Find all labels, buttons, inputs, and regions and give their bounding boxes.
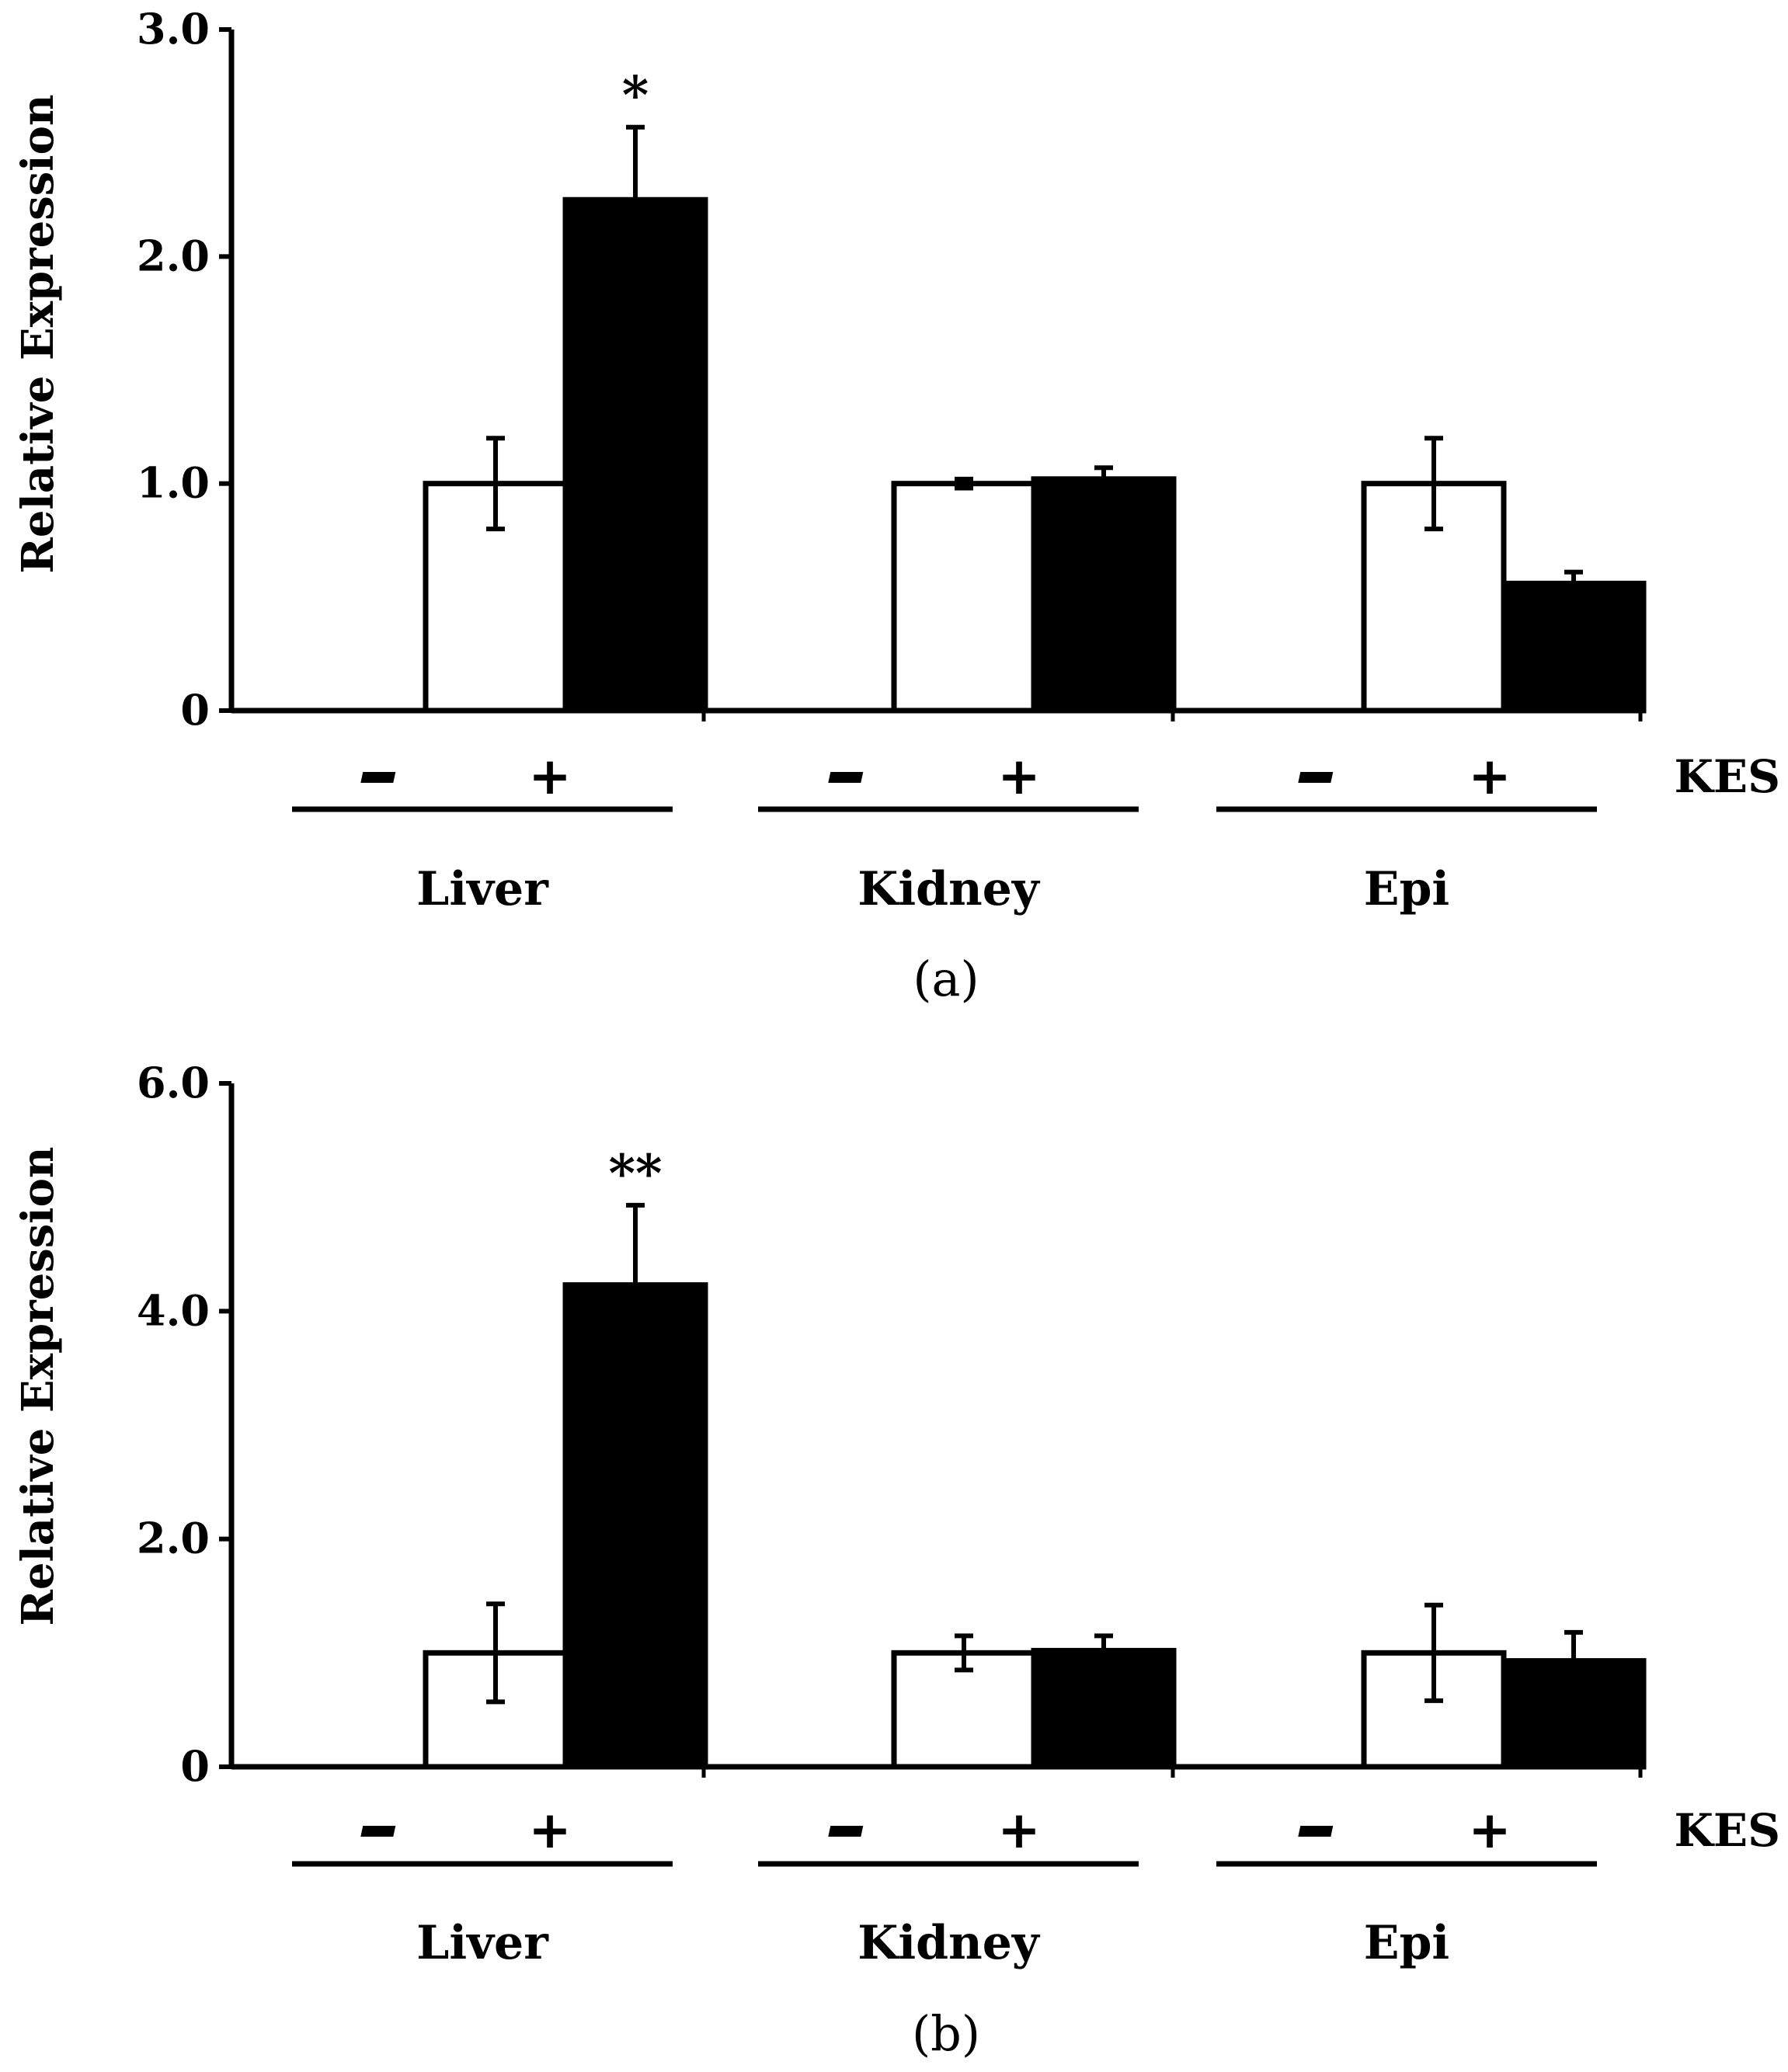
group-label-kidney: Kidney	[857, 862, 1041, 916]
y-tick-label: 6.0	[137, 1058, 210, 1107]
y-axis-label: Relative Expression	[12, 94, 64, 573]
significance-marker: **	[608, 1143, 662, 1204]
y-axis-label: Relative Expression	[12, 1146, 64, 1625]
y-tick-label: 3.0	[137, 4, 210, 54]
panel-label: (b)	[912, 2005, 980, 2062]
bar-epi-plus	[1501, 1658, 1647, 1770]
condition-minus	[828, 1826, 864, 1837]
y-tick-label: 0	[180, 1741, 210, 1791]
condition-plus: +	[528, 1800, 571, 1860]
condition-minus-label: -	[836, 1783, 857, 1843]
bar-liver-plus	[562, 1282, 708, 1770]
treatment-label: KES	[1674, 1804, 1780, 1857]
condition-minus	[360, 772, 396, 783]
condition-minus-label: -	[836, 729, 857, 789]
bar-epi-plus	[1501, 580, 1647, 714]
condition-minus	[1298, 772, 1334, 783]
condition-minus	[828, 772, 864, 783]
condition-plus: +	[1468, 1800, 1511, 1860]
condition-minus-label: -	[1306, 1783, 1327, 1843]
y-tick-label: 2.0	[137, 1514, 210, 1563]
bar-liver-plus	[562, 196, 708, 714]
bar-kidney-minus	[891, 481, 1037, 714]
condition-plus: +	[997, 1800, 1040, 1860]
y-tick-label: 1.0	[137, 458, 210, 508]
treatment-label: KES	[1674, 750, 1780, 803]
bar-kidney-plus	[1031, 1647, 1177, 1770]
group-label-epi: Epi	[1364, 1916, 1449, 1970]
panel-label: (a)	[913, 951, 979, 1007]
group-label-kidney: Kidney	[857, 1916, 1041, 1970]
group-label-liver: Liver	[416, 1916, 549, 1970]
significance-marker: *	[622, 65, 649, 126]
group-label-epi: Epi	[1364, 862, 1449, 916]
y-tick-label: 4.0	[137, 1285, 210, 1335]
group-label-liver: Liver	[416, 862, 549, 916]
condition-plus: +	[1468, 746, 1511, 806]
condition-plus: +	[528, 746, 571, 806]
condition-minus-label: -	[368, 1783, 389, 1843]
condition-minus-label: -	[368, 729, 389, 789]
chart-panel-a: 0 1.0 2.0 3.0 Relative Expression * - + Liver - + K…	[12, 4, 1780, 1007]
condition-minus	[360, 1826, 396, 1837]
chart-panel-b: 0 2.0 4.0 6.0 Relative Expression ** - + Liver - +…	[12, 1058, 1780, 2062]
y-tick-label: 2.0	[137, 231, 210, 280]
condition-minus	[1298, 1826, 1334, 1837]
bar-kidney-plus	[1031, 476, 1177, 714]
condition-plus: +	[997, 746, 1040, 806]
condition-minus-label: -	[1306, 729, 1327, 789]
y-tick-label: 0	[180, 685, 210, 735]
